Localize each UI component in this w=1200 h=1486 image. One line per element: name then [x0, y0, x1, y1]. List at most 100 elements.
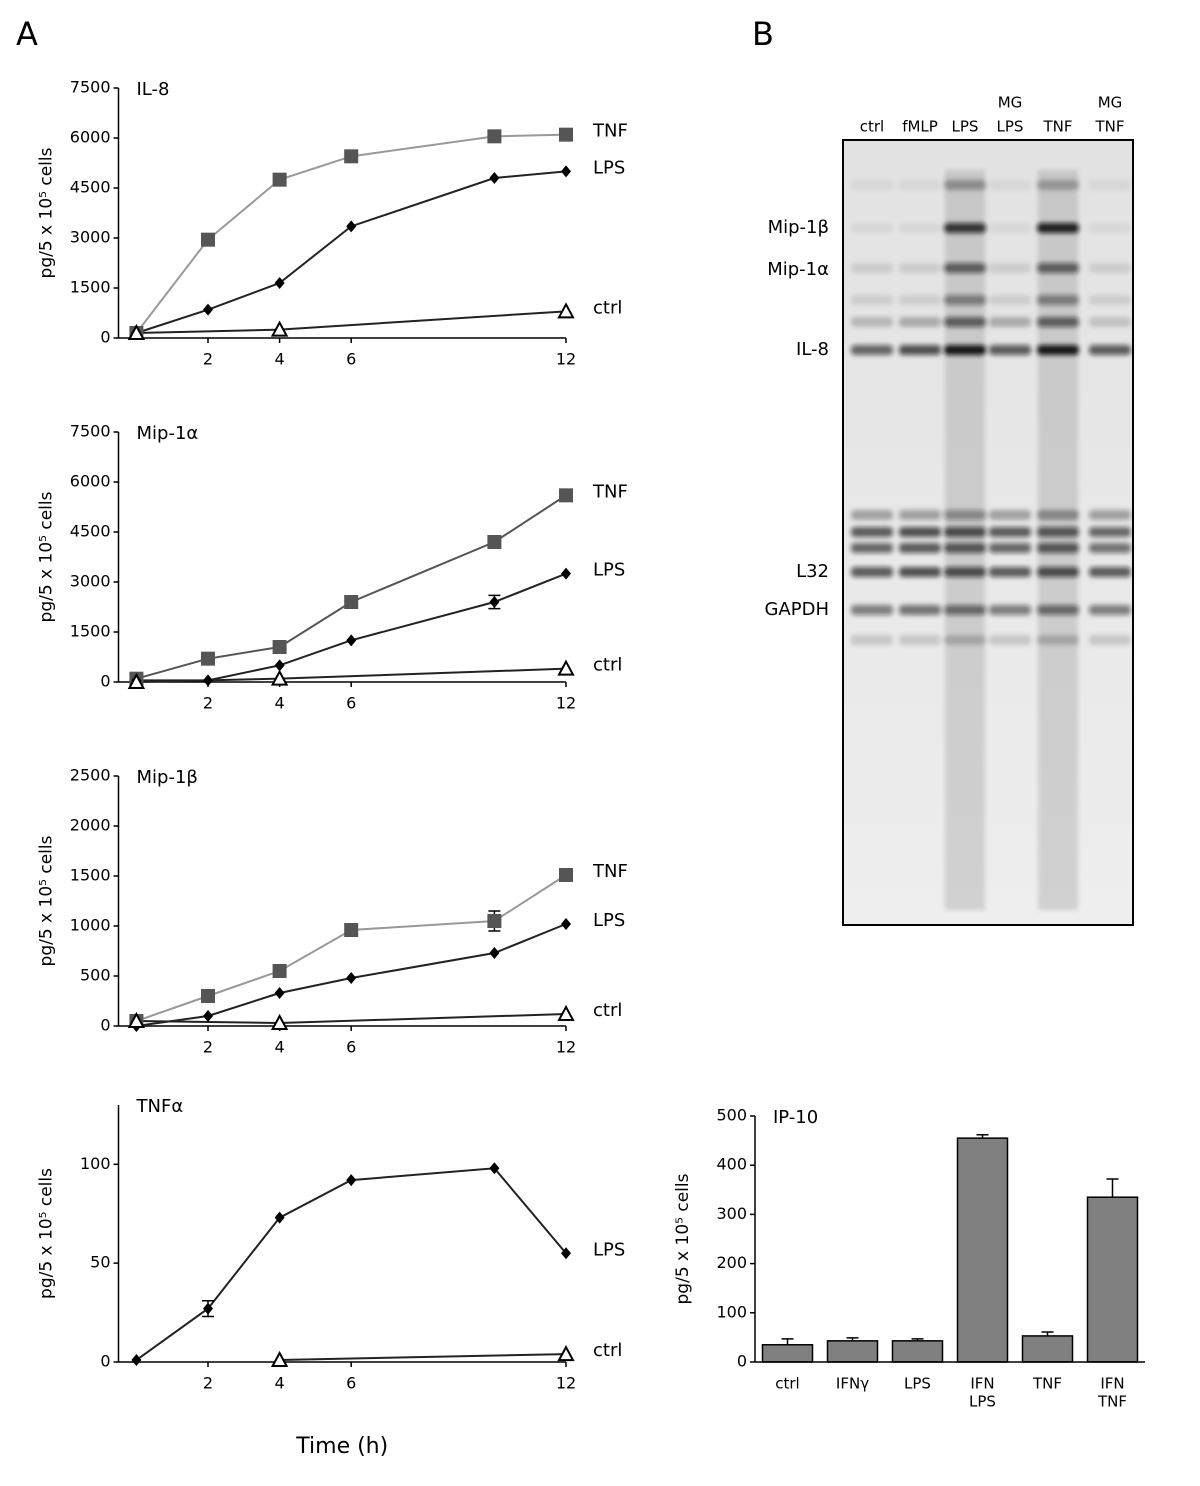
series-label: ctrl	[593, 655, 622, 676]
y-tick-label: 0	[737, 1352, 747, 1371]
y-tick-label: 500	[716, 1106, 747, 1125]
gel-band	[1037, 317, 1079, 327]
chart-title: IL-8	[137, 79, 170, 100]
y-tick-label: 7500	[70, 78, 111, 97]
gel-band	[1089, 567, 1131, 577]
band-label: L32	[796, 561, 829, 582]
marker	[270, 669, 289, 686]
y-tick-label: 2000	[70, 816, 111, 835]
gel-band	[989, 635, 1031, 645]
marker	[201, 651, 215, 666]
gel-band	[989, 527, 1031, 537]
marker	[270, 1013, 289, 1030]
lane-label: TNF	[1042, 118, 1072, 136]
y-tick-label: 500	[80, 966, 111, 985]
gel-band	[944, 567, 986, 577]
marker	[557, 1344, 575, 1362]
lane-label: ctrl	[860, 118, 884, 136]
y-tick-label: 400	[716, 1155, 747, 1174]
x-tick-label: 2	[203, 1374, 213, 1393]
gel-band	[989, 543, 1031, 553]
gel-band	[989, 223, 1031, 233]
x-tick-label: IFN	[970, 1375, 994, 1393]
gel-band	[944, 180, 986, 190]
series-line	[279, 1353, 567, 1362]
x-tick-label: LPS	[969, 1393, 996, 1411]
gel-band	[1037, 345, 1079, 355]
marker	[346, 634, 357, 647]
marker	[274, 277, 285, 289]
gel-band	[851, 567, 893, 577]
series-label: LPS	[593, 910, 625, 931]
marker	[272, 640, 287, 654]
lane-label: fMLP	[902, 118, 938, 136]
marker	[489, 947, 500, 959]
series-line	[136, 494, 567, 680]
y-tick-label: 50	[90, 1253, 110, 1272]
x-tick-label: 2	[203, 1038, 213, 1057]
gel-band	[1037, 605, 1079, 615]
marker	[203, 1010, 213, 1022]
gel-band	[989, 567, 1031, 577]
x-tick-label: 6	[346, 694, 356, 713]
marker	[487, 914, 502, 928]
marker	[557, 1004, 575, 1021]
gel-band	[944, 223, 986, 233]
gel-band	[1037, 510, 1079, 520]
marker	[489, 596, 500, 608]
series-line	[136, 667, 567, 683]
y-tick-label: 2500	[70, 766, 111, 785]
gel-band	[944, 295, 986, 305]
series-label: LPS	[593, 1239, 625, 1260]
y-tick-label: 100	[716, 1302, 747, 1321]
gel-band	[1037, 635, 1079, 645]
gel-band	[989, 295, 1031, 305]
gel-band	[899, 295, 941, 305]
series-label: TNF	[592, 481, 628, 502]
marker	[127, 672, 146, 689]
bar	[956, 1137, 1009, 1363]
series-label: ctrl	[593, 297, 622, 318]
gel-band	[944, 345, 986, 355]
y-tick-label: 0	[100, 1016, 110, 1035]
marker	[201, 989, 215, 1003]
series-line	[135, 1167, 567, 1361]
marker	[201, 232, 215, 247]
gel-band	[851, 345, 893, 355]
chart-title: TNFα	[136, 1096, 184, 1117]
gel-band	[989, 510, 1031, 520]
y-tick-label: 3000	[70, 572, 111, 591]
x-tick-label: TNF	[1097, 1393, 1127, 1411]
bar	[761, 1344, 814, 1363]
lane-label: MG	[998, 94, 1023, 112]
y-axis-label: pg/5 x 10⁵ cells	[37, 147, 57, 278]
marker	[557, 302, 575, 319]
gel-band	[989, 180, 1031, 190]
y-axis-label: pg/5 x 10⁵ cells	[37, 835, 57, 966]
marker	[561, 1247, 571, 1260]
gel-band	[989, 317, 1031, 327]
y-tick-label: 1500	[70, 866, 111, 885]
panel-label: A	[16, 15, 38, 53]
marker	[346, 220, 357, 233]
marker	[489, 172, 500, 184]
panel-label: B	[752, 15, 774, 53]
bar	[826, 1340, 879, 1363]
gel-band	[944, 543, 986, 553]
series-line	[136, 874, 567, 1022]
gel-band	[1037, 527, 1079, 537]
marker	[346, 1174, 357, 1187]
gel-band	[944, 527, 986, 537]
gel-band	[1089, 180, 1131, 190]
gel-band	[851, 527, 893, 537]
gel-band	[899, 567, 941, 577]
gel-band	[989, 263, 1031, 273]
x-tick-label: 6	[346, 1374, 356, 1393]
marker	[270, 320, 289, 337]
gel-band	[1089, 543, 1131, 553]
marker	[270, 1350, 289, 1368]
gel-band	[944, 510, 986, 520]
band-label: IL-8	[796, 339, 829, 360]
gel-band	[1089, 527, 1131, 537]
